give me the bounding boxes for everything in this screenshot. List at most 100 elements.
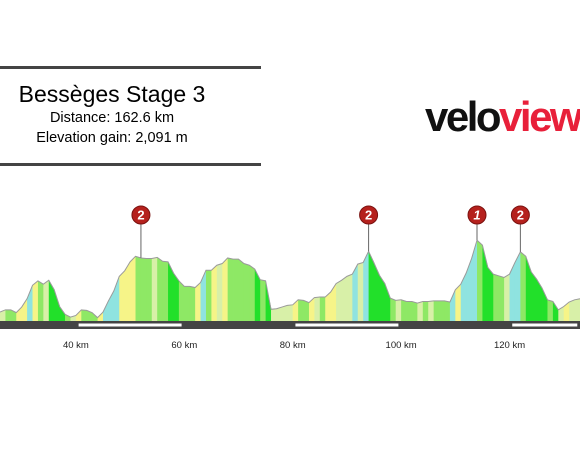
profile-segment: [146, 258, 153, 321]
profile-segment: [477, 240, 483, 321]
profile-segment: [21, 298, 28, 321]
profile-segment: [449, 289, 456, 321]
profile-segment: [303, 300, 310, 321]
profile-segment: [460, 273, 467, 321]
stage-title: Bessèges Stage 3: [18, 81, 206, 107]
profile-segment: [243, 263, 250, 321]
profile-segment: [314, 297, 321, 321]
profile-segment: [54, 289, 61, 321]
profile-segment: [401, 299, 407, 321]
top-rule: [0, 66, 261, 69]
profile-segment: [493, 274, 500, 321]
profile-segment: [5, 309, 12, 321]
profile-segment: [406, 301, 413, 321]
profile-segment: [0, 309, 6, 321]
profile-segment: [325, 291, 332, 321]
profile-segment: [417, 301, 424, 321]
profile-segment: [102, 300, 109, 321]
profile-segment: [346, 274, 353, 321]
profile-segment: [81, 309, 88, 321]
profile-segment: [498, 275, 505, 321]
profile-segment: [368, 251, 375, 321]
profile-segments: [0, 239, 580, 321]
profile-segment: [379, 275, 386, 321]
profile-segment: [390, 298, 397, 321]
x-tick-label: 60 km: [171, 340, 197, 351]
profile-segment: [531, 271, 538, 321]
profile-segment: [341, 276, 348, 321]
profile-segment: [75, 309, 82, 321]
profile-segment: [43, 280, 50, 321]
profile-segment: [173, 273, 180, 321]
profile-segment: [157, 257, 164, 321]
axis-white-segment: [512, 323, 578, 327]
profile-segment: [552, 301, 559, 321]
profile-segment: [124, 261, 131, 321]
logo-velo-text: velo: [425, 93, 502, 140]
profile-segment: [509, 262, 516, 321]
axis-tick-labels: 40 km 60 km 80 km 100 km 120 km: [63, 340, 525, 351]
profile-segment: [298, 299, 304, 321]
profile-segment: [205, 270, 212, 321]
x-tick-label: 40 km: [63, 340, 89, 351]
profile-segment: [444, 300, 451, 321]
profile-segment: [336, 280, 342, 321]
profile-segment: [276, 307, 283, 321]
profile-segment: [130, 256, 136, 321]
climb-category-label: 1: [473, 208, 480, 223]
profile-segment: [574, 298, 580, 321]
profile-segment: [249, 265, 256, 321]
profile-segment: [222, 257, 229, 321]
profile-segment: [466, 258, 472, 321]
profile-segment: [536, 279, 543, 321]
x-tick-label: 120 km: [494, 340, 525, 351]
profile-segment: [374, 262, 380, 321]
profile-segment: [59, 306, 66, 321]
profile-segment: [27, 285, 33, 321]
profile-segment: [238, 259, 245, 321]
profile-segment: [520, 251, 527, 321]
x-tick-label: 100 km: [386, 340, 417, 351]
profile-segment: [287, 304, 294, 321]
profile-segment: [151, 257, 158, 321]
x-tick-label: 80 km: [280, 340, 306, 351]
profile-segment: [487, 267, 494, 321]
profile-segment: [184, 286, 191, 321]
profile-segment: [119, 270, 126, 321]
profile-segment: [308, 297, 315, 321]
profile-segment: [422, 301, 429, 321]
profile-outline: [0, 239, 580, 319]
profile-segment: [65, 314, 71, 321]
profile-segment: [395, 299, 402, 321]
profile-segment: [411, 301, 418, 321]
profile-segment: [271, 308, 277, 321]
stage-elevation-gain: Elevation gain: 2,091 m: [36, 130, 188, 146]
profile-segment: [292, 299, 299, 321]
climb-category-label: 2: [365, 208, 372, 223]
climb-category-badge: [467, 205, 487, 225]
profile-segment: [260, 279, 267, 321]
distance-axis-bar: [0, 321, 580, 329]
climb-markers: 2 2 1 2: [131, 205, 530, 258]
profile-segment: [227, 257, 234, 321]
profile-segment: [569, 299, 575, 321]
profile-segment: [211, 265, 218, 321]
climb-category-label: 2: [517, 208, 524, 223]
axis-white-segments: [78, 323, 578, 327]
profile-segment: [216, 263, 223, 321]
profile-segment: [135, 256, 142, 321]
profile-segment: [233, 259, 239, 321]
profile-segment: [32, 280, 39, 321]
stage-info-box: Bessèges Stage 3 Distance: 162.6 km Elev…: [0, 66, 261, 167]
profile-segment: [471, 240, 478, 321]
profile-segment: [363, 251, 369, 321]
profile-segment: [195, 282, 201, 321]
profile-segment: [433, 300, 440, 321]
profile-segment: [319, 297, 326, 321]
profile-segment: [48, 280, 55, 321]
profile-segment: [254, 269, 261, 321]
profile-segment: [92, 312, 98, 321]
profile-segment: [455, 284, 462, 321]
profile-segment: [168, 261, 174, 321]
profile-segment: [140, 257, 147, 321]
